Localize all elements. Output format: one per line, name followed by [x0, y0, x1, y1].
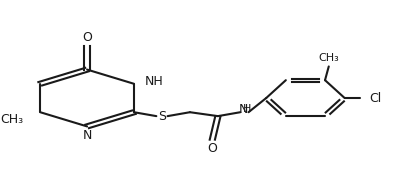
Text: N: N	[239, 103, 248, 116]
Text: O: O	[207, 142, 217, 155]
Text: NH: NH	[145, 75, 163, 88]
Text: H: H	[243, 104, 252, 114]
Text: N: N	[83, 129, 92, 142]
Text: O: O	[82, 31, 92, 44]
Text: CH₃: CH₃	[318, 53, 339, 63]
Text: Cl: Cl	[369, 92, 381, 104]
Text: CH₃: CH₃	[0, 113, 23, 126]
Text: S: S	[158, 110, 166, 123]
